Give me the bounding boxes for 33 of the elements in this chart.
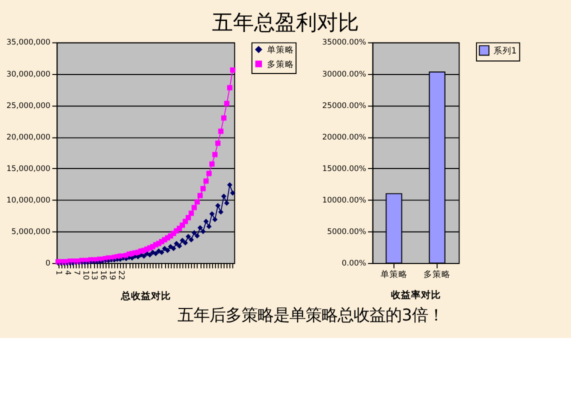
text: 五年后多策略是单策略总收益的3倍！	[178, 306, 444, 325]
y-tick-label: 20,000,000	[6, 132, 51, 142]
y-tick-label: 20000.00%	[322, 132, 366, 142]
y-tick-label: 10000.00%	[322, 195, 366, 204]
x-tick-label: 单策略	[380, 268, 408, 280]
y-tick-label: 0	[46, 258, 51, 268]
text: 五年总盈利对比	[212, 9, 360, 34]
y-tick-label: 30,000,000	[6, 69, 51, 78]
x-axis-title: 收益率对比	[391, 289, 442, 302]
x-tick-label: 22	[116, 270, 126, 280]
legend-label: 单策略	[266, 44, 294, 56]
legend-label: 多策略	[266, 58, 294, 70]
x-tick-label: 多策略	[424, 268, 451, 280]
y-tick-label: 25,000,000	[6, 100, 51, 110]
legend-label: 系列1	[493, 45, 517, 56]
x-tick-label: 7	[72, 270, 82, 276]
y-tick-label: 5,000,000	[11, 226, 51, 236]
y-tick-label: 15,000,000	[6, 164, 51, 173]
x-tick-label: 19	[108, 270, 117, 280]
x-tick-label: 16	[99, 270, 108, 280]
x-tick-label: 4	[64, 270, 73, 276]
x-tick-label: 10	[81, 270, 90, 280]
y-tick-label: 35000.00%	[322, 38, 366, 47]
y-tick-label: 15000.00%	[322, 164, 366, 173]
y-tick-label: 0.00%	[342, 258, 366, 268]
y-tick-label: 30000.00%	[322, 69, 366, 78]
x-tick-label: 1	[54, 270, 64, 276]
y-tick-label: 35,000,000	[6, 38, 51, 47]
y-tick-label: 10,000,000	[6, 195, 51, 204]
y-tick-label: 25000.00%	[322, 100, 366, 110]
y-tick-label: 5000.00%	[327, 226, 366, 236]
x-axis-title: 总收益对比	[120, 290, 171, 302]
x-tick-label: 13	[90, 270, 100, 280]
